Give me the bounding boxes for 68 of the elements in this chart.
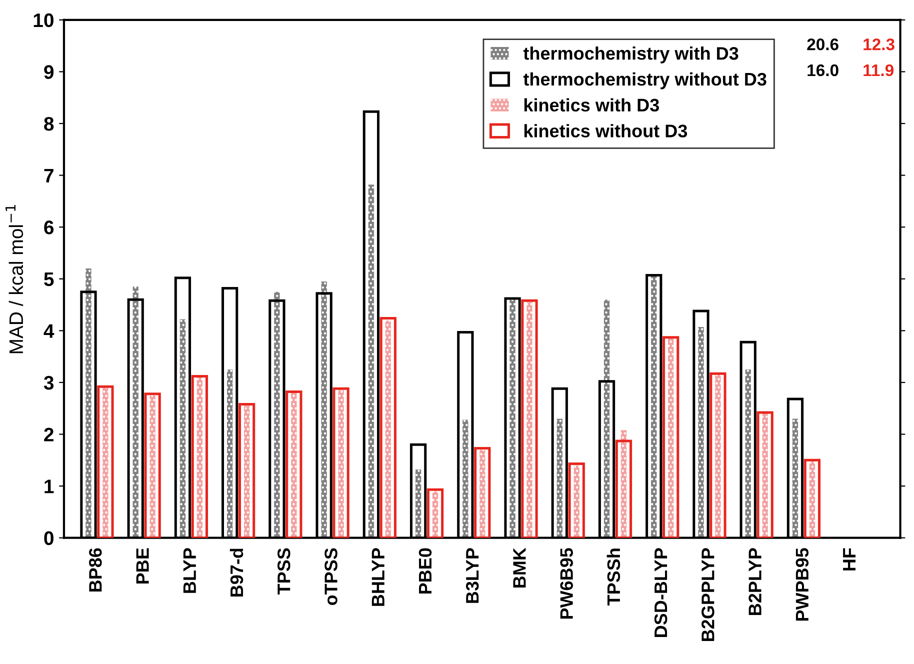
bar: [604, 300, 610, 538]
x-tick-label: BP86: [89, 548, 102, 592]
bar: [426, 488, 444, 538]
bar: [180, 319, 186, 538]
bar: [238, 402, 256, 538]
bar: [710, 372, 726, 538]
x-tick-label: TPSS: [277, 548, 290, 595]
bar: [86, 268, 92, 538]
legend-label: kinetics without D3: [524, 124, 688, 138]
y-axis-title: MAD / kcal mol$^{−1}$: [6, 204, 24, 354]
y-tick-label: 6: [44, 220, 54, 234]
legend-label: kinetics with D3: [524, 98, 659, 112]
bar: [144, 392, 161, 538]
bar: [615, 440, 632, 538]
x-tick-label: PBE0: [418, 548, 432, 594]
bar: [745, 370, 751, 538]
bar: [415, 469, 422, 538]
legend-label: thermochemistry without D3: [523, 72, 766, 90]
bar: [792, 418, 798, 538]
x-tick-label: TPSSh: [606, 548, 620, 606]
bar: [97, 385, 114, 538]
y-tick-label: 7: [44, 168, 54, 182]
x-tick-label: B2PLYP: [748, 548, 762, 615]
bar: [191, 375, 208, 538]
y-tick-label: 4: [44, 324, 54, 338]
x-tick-label: B97-d: [230, 548, 244, 597]
bar: [474, 446, 491, 538]
bar: [620, 430, 627, 538]
y-tick-label: 3: [44, 376, 54, 390]
bar: [756, 411, 774, 538]
bar: [380, 316, 396, 538]
x-tick-label: PW6B95: [560, 548, 573, 619]
annotation: 20.6: [807, 38, 838, 50]
bar: [556, 418, 562, 538]
bar: [368, 184, 374, 538]
bar: [321, 281, 327, 538]
bar: [521, 299, 538, 538]
bar: [332, 387, 350, 538]
x-tick-label: BMK: [513, 548, 526, 588]
x-tick-label: DSD-BLYP: [654, 548, 668, 637]
x-tick-label: B3LYP: [466, 548, 479, 603]
y-tick-label: 2: [44, 428, 54, 442]
x-tick-label: BHLYP: [372, 548, 384, 606]
y-tick-label: 10: [34, 13, 54, 28]
bar: [132, 286, 138, 538]
y-tick-label: 8: [44, 116, 54, 131]
x-tick-label: B2GPPLYP: [702, 548, 714, 642]
x-tick-label: PWPB95: [796, 548, 809, 621]
x-tick-label: PBE: [136, 548, 149, 584]
x-tick-label: BLYP: [183, 548, 196, 593]
bar: [698, 327, 704, 538]
bar: [227, 370, 233, 538]
bar: [568, 462, 585, 538]
y-tick-label: 1: [44, 480, 54, 494]
annotation: 12.3: [864, 38, 894, 50]
y-tick-label: 9: [44, 65, 54, 79]
bar: [274, 292, 280, 538]
x-tick-label: HF: [843, 548, 856, 570]
annotation: 11.9: [864, 64, 894, 76]
bar: [804, 458, 820, 538]
bar: [462, 420, 468, 538]
bar: [286, 390, 302, 538]
annotation: 16.0: [808, 64, 838, 76]
y-tick-label: 5: [44, 272, 54, 286]
y-tick-label: 0: [44, 531, 54, 546]
x-tick-label: oTPSS: [324, 548, 338, 606]
bar: [662, 336, 680, 538]
legend-label: thermochemistry with D3: [523, 46, 738, 64]
